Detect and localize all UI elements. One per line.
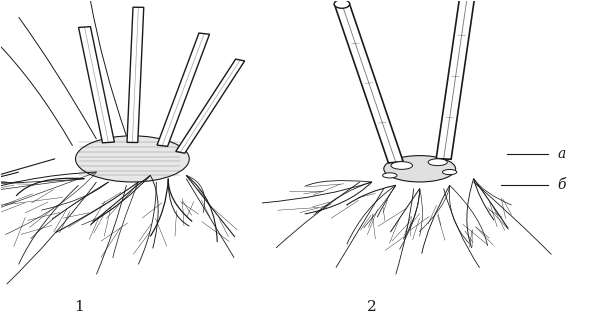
Polygon shape (176, 59, 245, 153)
Text: а: а (557, 147, 566, 161)
Ellipse shape (76, 136, 189, 182)
Polygon shape (335, 3, 403, 163)
Ellipse shape (391, 162, 413, 169)
Ellipse shape (428, 159, 447, 166)
Ellipse shape (384, 156, 455, 182)
Polygon shape (127, 7, 144, 143)
Ellipse shape (442, 169, 457, 175)
Text: 1: 1 (74, 300, 83, 313)
Polygon shape (436, 0, 475, 159)
Ellipse shape (383, 173, 397, 178)
Text: 2: 2 (367, 300, 377, 313)
Circle shape (334, 0, 350, 8)
Polygon shape (157, 33, 209, 146)
Polygon shape (79, 27, 115, 143)
Text: б: б (557, 178, 566, 192)
